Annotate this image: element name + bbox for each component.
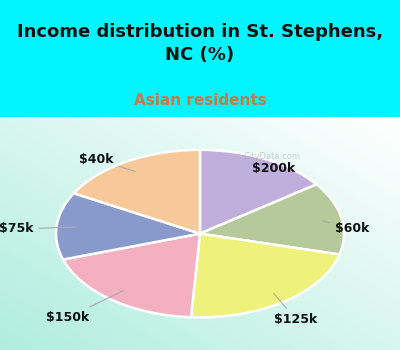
Wedge shape (200, 150, 316, 234)
Wedge shape (191, 234, 340, 317)
Text: $150k: $150k (46, 291, 122, 324)
Text: Asian residents: Asian residents (134, 93, 266, 108)
Text: $60k: $60k (323, 221, 369, 236)
Text: Income distribution in St. Stephens,
NC (%): Income distribution in St. Stephens, NC … (17, 23, 383, 64)
Text: CityData.com: CityData.com (244, 152, 300, 161)
Text: $75k: $75k (0, 223, 75, 236)
Text: $40k: $40k (79, 153, 135, 172)
Text: $200k: $200k (252, 162, 296, 175)
Wedge shape (200, 184, 344, 254)
Wedge shape (63, 234, 200, 317)
Wedge shape (56, 193, 200, 259)
Wedge shape (74, 150, 200, 234)
Text: $125k: $125k (274, 293, 318, 326)
